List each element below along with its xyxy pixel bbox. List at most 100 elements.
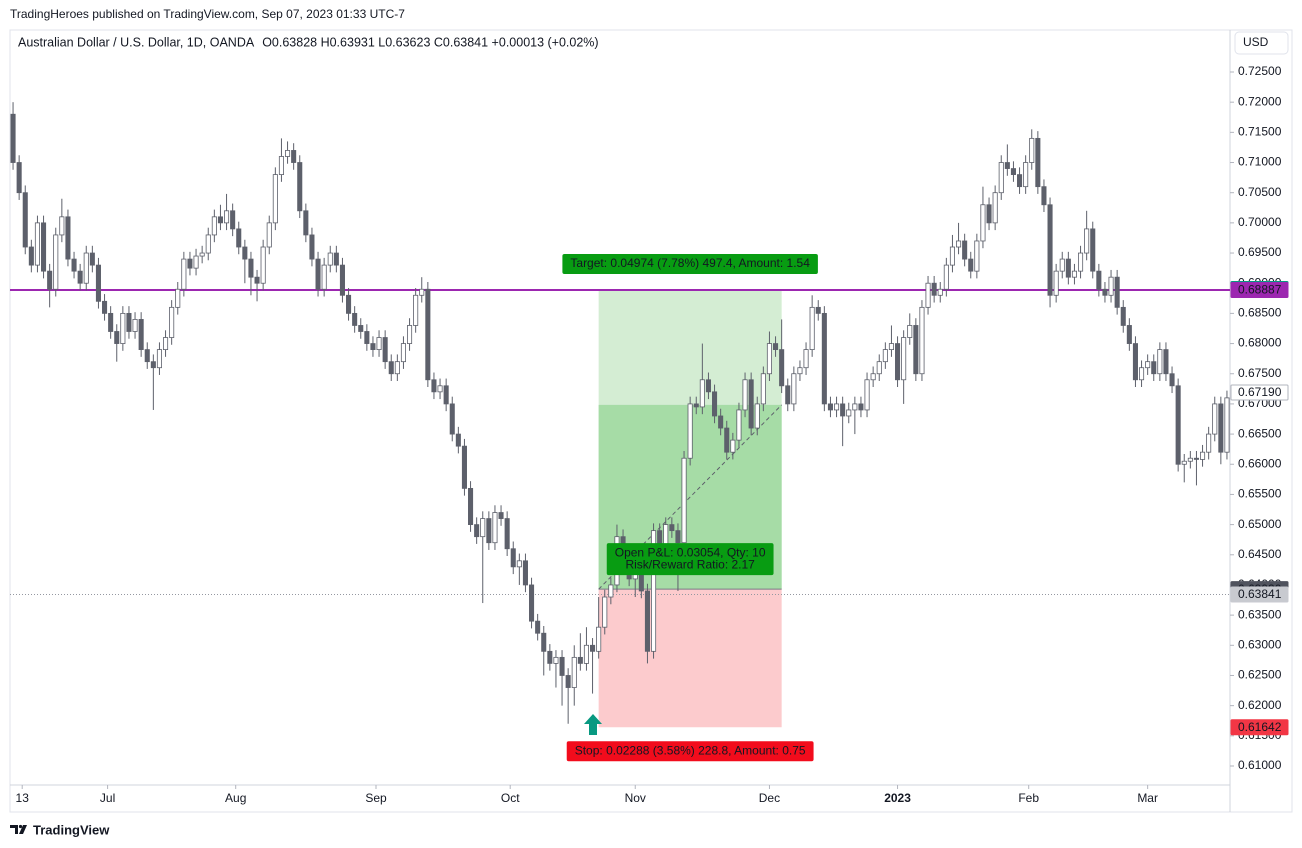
candle-body bbox=[285, 150, 291, 157]
candle-body bbox=[461, 445, 467, 489]
y-tick-label: 0.68500 bbox=[1238, 306, 1282, 320]
candle-body bbox=[468, 487, 474, 526]
header: TradingHeroes published on TradingView.c… bbox=[10, 7, 405, 21]
candle-body bbox=[10, 113, 16, 163]
candle-body bbox=[425, 288, 431, 381]
candle-body bbox=[888, 343, 894, 350]
ohlc: O0.63828 H0.63931 L0.63623 C0.63841 +0.0… bbox=[262, 35, 598, 49]
candle-body bbox=[358, 325, 364, 332]
candle-body bbox=[102, 300, 108, 314]
price-badge bbox=[1230, 719, 1289, 736]
candle-body bbox=[571, 656, 577, 688]
y-tick-label: 0.68000 bbox=[1238, 336, 1282, 350]
candle-body bbox=[431, 379, 437, 393]
candle-body bbox=[242, 246, 248, 260]
candle-body bbox=[1059, 258, 1065, 272]
candle-body bbox=[962, 240, 968, 260]
candle-body bbox=[297, 162, 303, 212]
candle-body bbox=[602, 596, 608, 628]
y-tick-label: 0.61000 bbox=[1238, 758, 1282, 772]
x-tick-label: Mar bbox=[1137, 791, 1158, 805]
candle-body bbox=[28, 246, 34, 266]
candle-body bbox=[895, 343, 901, 381]
candle-body bbox=[199, 252, 205, 257]
x-tick-label: Dec bbox=[759, 791, 780, 805]
candle-body bbox=[834, 403, 840, 411]
candle-body bbox=[1157, 349, 1163, 375]
candle-body bbox=[907, 325, 913, 338]
candle-body bbox=[1163, 349, 1169, 375]
candle-body bbox=[815, 306, 821, 314]
candle-body bbox=[138, 319, 144, 350]
candle-body bbox=[89, 252, 95, 266]
pnl-label-text: Open P&L: 0.03054, Qty: 10 bbox=[615, 545, 766, 559]
candle-body bbox=[1169, 373, 1175, 387]
candle-body bbox=[1010, 168, 1016, 175]
currency[interactable]: USD bbox=[1243, 35, 1269, 49]
price-badge-label: 0.67190 bbox=[1238, 385, 1282, 399]
candle-body bbox=[797, 367, 803, 375]
candle-body bbox=[718, 415, 724, 429]
candle-body bbox=[95, 264, 101, 302]
candle-body bbox=[565, 675, 571, 688]
currency-button[interactable] bbox=[1234, 31, 1289, 55]
candle-body bbox=[919, 306, 925, 375]
candle-body bbox=[163, 337, 169, 350]
candle-body bbox=[346, 294, 352, 314]
candle-body bbox=[596, 626, 602, 652]
candle-body bbox=[644, 590, 650, 652]
candle-body bbox=[559, 656, 565, 676]
candle-body bbox=[553, 656, 559, 664]
candle-body bbox=[266, 222, 272, 248]
candle-body bbox=[1047, 204, 1053, 296]
entry-arrow bbox=[584, 714, 602, 735]
candle-body bbox=[1120, 306, 1126, 326]
candle-body bbox=[651, 530, 657, 652]
price-badge bbox=[1230, 586, 1289, 603]
candle-body bbox=[949, 246, 955, 266]
candle-body bbox=[943, 264, 949, 290]
candle-body bbox=[925, 282, 931, 308]
candle-body bbox=[1218, 403, 1224, 453]
target-label: Target: 0.04974 (7.78%) 497.4, Amount: 1… bbox=[562, 254, 818, 275]
candle-body bbox=[156, 349, 162, 369]
candle-body bbox=[77, 270, 83, 284]
target-label-text: Target: 0.04974 (7.78%) 497.4, Amount: 1… bbox=[570, 256, 810, 270]
candle-body bbox=[773, 343, 779, 350]
candle-body bbox=[413, 294, 419, 326]
candle-body bbox=[766, 343, 772, 375]
candle-body bbox=[291, 150, 297, 163]
candle-body bbox=[730, 439, 736, 453]
candle-body bbox=[126, 312, 132, 332]
candle-body bbox=[974, 240, 980, 272]
candle-body bbox=[1035, 137, 1041, 188]
candle-body bbox=[65, 216, 71, 260]
candle-body bbox=[986, 204, 992, 224]
stop-zone bbox=[598, 589, 782, 728]
candle-body bbox=[1151, 361, 1157, 375]
candle-body bbox=[1139, 367, 1145, 381]
x-tick-label: Aug bbox=[225, 791, 246, 805]
candle-body bbox=[224, 210, 230, 224]
pnl-label-box bbox=[606, 543, 774, 576]
y-tick-label: 0.63500 bbox=[1238, 607, 1282, 621]
candle-body bbox=[455, 433, 461, 447]
candle-body bbox=[230, 210, 236, 230]
candle-body bbox=[1041, 186, 1047, 206]
candle-body bbox=[382, 337, 388, 363]
candle-body bbox=[260, 246, 266, 284]
y-tick-label: 0.71000 bbox=[1238, 155, 1282, 169]
candle-body bbox=[699, 379, 705, 408]
target-label-box bbox=[562, 254, 818, 275]
candle-body bbox=[193, 255, 199, 269]
candle-body bbox=[443, 385, 449, 405]
candle-body bbox=[339, 264, 345, 296]
candle-body bbox=[992, 192, 998, 224]
candle-body bbox=[437, 385, 443, 393]
candle-body bbox=[577, 656, 583, 664]
candle-body bbox=[315, 258, 321, 290]
candle-body bbox=[742, 379, 748, 411]
candle-body bbox=[1175, 385, 1181, 465]
